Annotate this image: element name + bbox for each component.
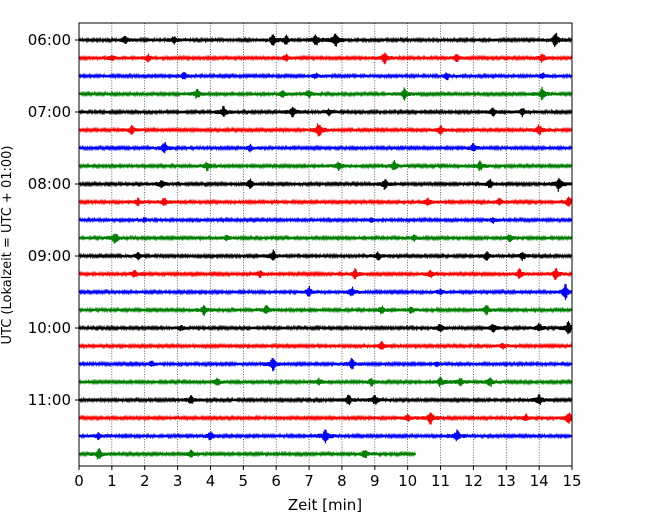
x-axis-label: Zeit [min] <box>288 496 362 514</box>
x-tick-label: 7 <box>304 472 314 490</box>
x-tick-label: 9 <box>370 472 380 490</box>
x-tick-label: 10 <box>398 472 417 490</box>
trace-1115 <box>78 412 573 425</box>
y-tick-label: 07:00 <box>28 103 71 121</box>
y-axis-ticks: 06:00 07:00 08:00 09:00 10:00 11:00 <box>28 31 79 409</box>
y-tick-label: 09:00 <box>28 247 71 265</box>
trace-0815 <box>78 196 573 207</box>
trace-0745 <box>78 159 573 172</box>
x-tick-label: 1 <box>107 472 117 490</box>
x-tick-label: 0 <box>74 472 84 490</box>
trace-0715 <box>78 123 573 137</box>
y-tick-label: 06:00 <box>28 31 71 49</box>
trace-1030 <box>78 357 573 372</box>
y-axis-label: UTC (Lokalzeit = UTC + 01:00) <box>0 146 15 345</box>
x-tick-label: 14 <box>530 472 549 490</box>
x-tick-label: 15 <box>562 472 581 490</box>
trace-1045 <box>78 376 573 387</box>
trace-0630 <box>78 72 573 81</box>
x-tick-label: 8 <box>337 472 347 490</box>
x-tick-label: 2 <box>140 472 150 490</box>
y-tick-label: 11:00 <box>28 391 71 409</box>
trace-group <box>78 32 573 460</box>
trace-0700 <box>78 105 573 118</box>
x-tick-label: 6 <box>271 472 281 490</box>
plot-frame <box>78 22 573 467</box>
x-tick-label: 12 <box>464 472 483 490</box>
x-tick-label: 4 <box>206 472 216 490</box>
trace-0945 <box>78 304 573 316</box>
y-tick-label: 10:00 <box>28 319 71 337</box>
y-tick-label: 08:00 <box>28 175 71 193</box>
trace-0915 <box>78 267 573 280</box>
trace-0930 <box>78 283 573 301</box>
trace-1145 <box>78 448 417 460</box>
x-tick-label: 11 <box>431 472 450 490</box>
trace-0845 <box>78 233 573 244</box>
x-axis-ticks: 0 1 2 3 4 5 6 7 8 9 10 11 12 13 14 15 <box>74 466 582 490</box>
x-tick-label: 5 <box>239 472 249 490</box>
trace-0600 <box>78 32 573 48</box>
trace-0830 <box>78 216 573 224</box>
trace-0900 <box>78 249 573 261</box>
trace-0645 <box>78 86 573 101</box>
vertical-grid <box>111 23 540 466</box>
trace-1100 <box>78 394 573 406</box>
trace-0730 <box>78 141 573 154</box>
trace-1000 <box>78 320 573 335</box>
trace-1015 <box>78 341 573 350</box>
x-tick-label: 3 <box>173 472 183 490</box>
trace-1130 <box>78 429 573 444</box>
x-tick-label: 13 <box>497 472 516 490</box>
trace-0800 <box>78 177 573 192</box>
trace-0615 <box>78 52 573 65</box>
